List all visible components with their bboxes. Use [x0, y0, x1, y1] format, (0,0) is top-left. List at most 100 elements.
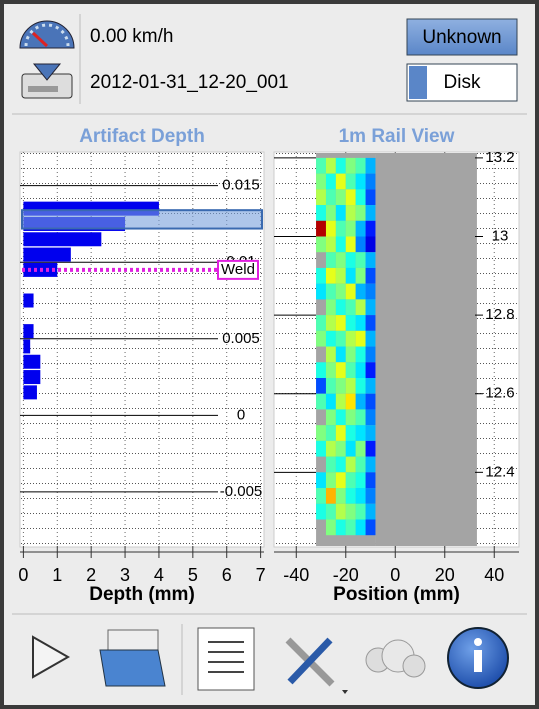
x-tick-label: 20 — [435, 565, 455, 585]
heat-cell — [345, 456, 356, 473]
heat-cell — [355, 409, 366, 426]
x-tick-label: 4 — [154, 565, 164, 585]
heat-cell — [316, 267, 326, 284]
bar — [23, 293, 34, 308]
bar — [23, 247, 71, 262]
heat-cell — [345, 488, 356, 504]
heat-cell — [335, 236, 346, 253]
heat-cell — [345, 503, 356, 520]
x-axis-label: Position (mm) — [333, 584, 460, 605]
heat-cell — [335, 440, 346, 457]
bar — [23, 370, 41, 385]
open-button[interactable] — [99, 629, 166, 687]
heat-cell — [335, 267, 346, 284]
bar — [23, 354, 41, 369]
heat-cell — [355, 346, 366, 363]
heat-cell — [325, 205, 336, 221]
y-tick-label: 13.2 — [485, 149, 514, 166]
button-label[interactable]: Unknown — [422, 27, 501, 48]
heat-cell — [365, 173, 376, 190]
heat-cell — [355, 157, 366, 174]
heat-cell — [325, 472, 336, 489]
x-tick-label: -20 — [333, 565, 359, 585]
heat-cell — [335, 252, 346, 268]
heat-cell — [316, 205, 326, 221]
y-tick-label: 13 — [492, 227, 509, 244]
heat-cell — [345, 173, 356, 190]
x-tick-label: 6 — [222, 565, 232, 585]
heat-cell — [325, 283, 336, 300]
heat-cell — [355, 377, 366, 394]
y-tick-label: 12.4 — [485, 463, 514, 480]
heat-cell — [365, 267, 376, 284]
x-tick-label: 7 — [256, 565, 266, 585]
heat-cell — [345, 315, 356, 331]
heat-cell — [355, 472, 366, 489]
heat-cell — [335, 456, 346, 473]
disk-icon — [21, 63, 73, 99]
heat-cell — [365, 236, 376, 253]
heat-cell — [335, 346, 346, 363]
heat-cell — [365, 252, 376, 268]
settings-button[interactable] — [285, 637, 348, 694]
heat-cell — [345, 330, 356, 347]
heat-cell — [345, 189, 356, 206]
no-data-band — [375, 153, 477, 546]
y-tick-label: 0 — [237, 406, 245, 423]
play-button[interactable] — [32, 635, 71, 679]
bar — [23, 232, 102, 247]
selection — [21, 209, 263, 230]
heat-cell — [365, 157, 376, 174]
heat-cell — [345, 205, 356, 221]
heat-cell — [355, 519, 366, 536]
heat-cell — [335, 299, 346, 316]
y-tick-label: 0.005 — [222, 330, 260, 347]
heat-cell — [345, 220, 356, 237]
heat-cell — [316, 377, 326, 394]
button-label[interactable]: Disk — [444, 72, 481, 93]
heat-cell — [365, 393, 376, 410]
heat-cell — [335, 283, 346, 300]
heat-cell — [355, 236, 366, 253]
bar — [23, 339, 31, 354]
chart-title: Artifact Depth — [79, 126, 205, 147]
heat-cell — [335, 157, 346, 174]
button-indicator — [409, 66, 427, 99]
heat-cell — [316, 283, 326, 300]
heat-cell — [335, 362, 346, 378]
heat-cell — [345, 519, 356, 536]
heat-cell — [325, 456, 336, 473]
chart-title: 1m Rail View — [339, 126, 455, 147]
unknown-button[interactable] — [406, 18, 518, 56]
report-button[interactable] — [197, 627, 255, 691]
info-button[interactable] — [447, 627, 509, 689]
heat-cell — [335, 205, 346, 221]
heat-cell — [345, 393, 356, 410]
heat-cell — [335, 488, 346, 504]
heat-cell — [345, 362, 356, 378]
heat-cell — [316, 425, 326, 441]
heat-cell — [316, 157, 326, 174]
heat-cell — [325, 157, 336, 174]
bar — [23, 324, 34, 339]
heat-cell — [365, 189, 376, 206]
x-tick-label: -40 — [283, 565, 309, 585]
heat-cell — [355, 189, 366, 206]
heat-cell — [345, 425, 356, 441]
heat-cell — [325, 220, 336, 237]
heat-cell — [365, 377, 376, 394]
heat-cell — [325, 409, 336, 426]
heat-cell — [355, 315, 366, 331]
weather-button[interactable] — [365, 639, 426, 678]
speed-icon — [19, 20, 75, 49]
heat-cell — [325, 330, 336, 347]
y-tick-label: 12.6 — [485, 385, 514, 402]
y-tick-label: 0.015 — [222, 177, 260, 194]
heat-cell — [335, 472, 346, 489]
heat-cell — [365, 472, 376, 489]
heat-cell — [345, 252, 356, 268]
heat-cell — [335, 519, 346, 536]
heat-cell — [325, 425, 336, 441]
heat-cell — [325, 299, 336, 316]
